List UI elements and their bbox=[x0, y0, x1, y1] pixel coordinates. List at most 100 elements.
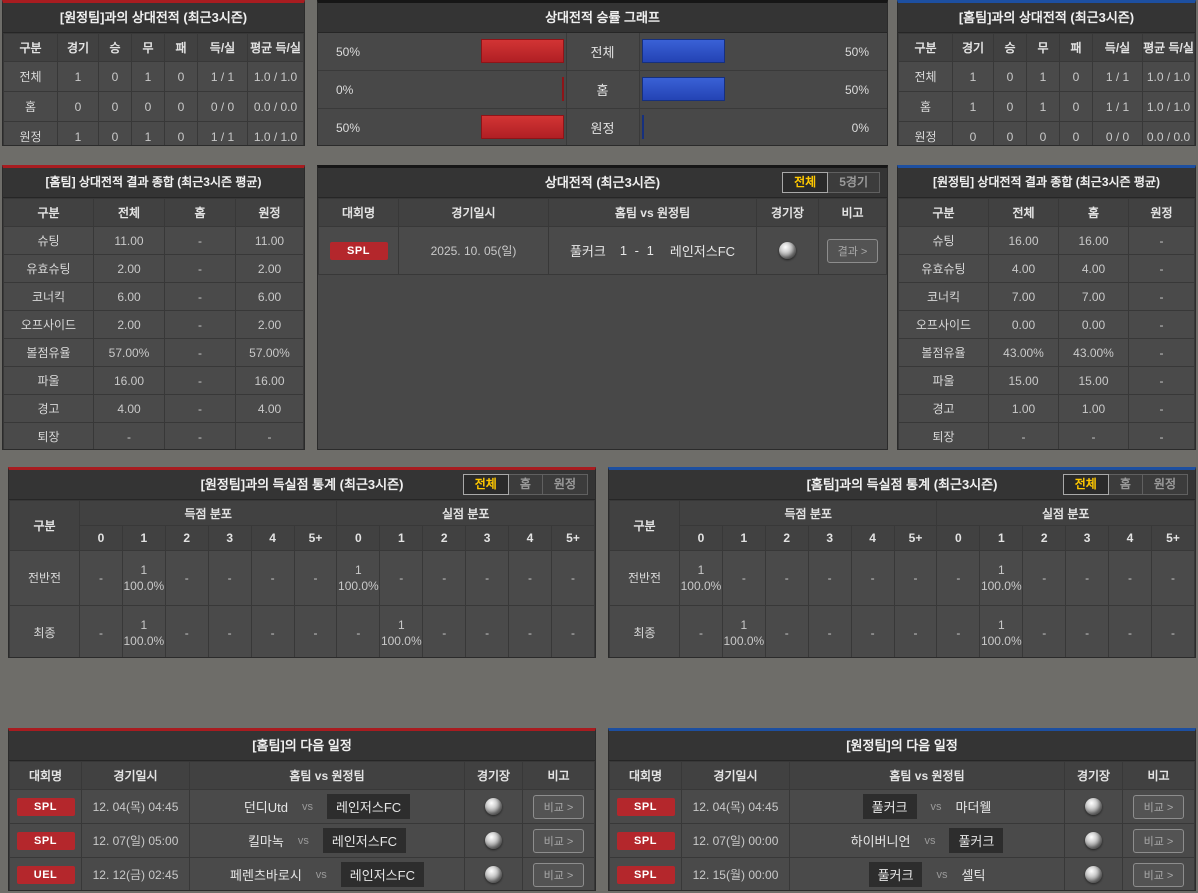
home-team: 풀커크 bbox=[862, 794, 917, 819]
home-team: 페렌츠바로시 bbox=[230, 868, 302, 883]
tab-all[interactable]: 전체 bbox=[462, 474, 509, 495]
bin-header: 4 bbox=[508, 525, 552, 551]
cell: 0 bbox=[993, 91, 1027, 122]
header-cell: 평균 득/실 bbox=[247, 33, 304, 62]
panel-title-text: 상대전적 (최근3시즌) bbox=[544, 175, 661, 190]
compare-button[interactable]: 비교 > bbox=[1132, 828, 1185, 853]
schedule-away-table: 대회명 경기일시 홈팀 vs 원정팀 경기장 비고 SPL 12. 04(목) … bbox=[609, 761, 1195, 890]
compare-button[interactable]: 비교 > bbox=[532, 794, 585, 819]
header-cell: 경기장 bbox=[464, 761, 523, 790]
compare-button[interactable]: 비교 > bbox=[532, 862, 585, 887]
cell: - bbox=[164, 310, 236, 339]
cell: - bbox=[1065, 605, 1110, 657]
cell: - bbox=[164, 394, 236, 423]
schedule-row: SPL 12. 15(월) 00:00 풀커크 vs 셀틱 비교 > bbox=[609, 857, 1195, 890]
header-row: 구분 경기 승 무 패 득/실 평균 득/실 bbox=[898, 33, 1195, 62]
cell: 1.0 / 1.0 bbox=[1142, 91, 1195, 122]
cell: - bbox=[850, 550, 895, 606]
cell: 2.00 bbox=[235, 254, 304, 283]
cell: 57.00% bbox=[93, 338, 165, 367]
stadium-icon[interactable] bbox=[485, 866, 502, 883]
stadium-icon[interactable] bbox=[1085, 832, 1102, 849]
row-label: 볼점유율 bbox=[898, 338, 989, 367]
bin-header: 2 bbox=[1022, 525, 1067, 551]
tab-home[interactable]: 홈 bbox=[1107, 474, 1143, 495]
row-label: 전반전 bbox=[9, 550, 80, 606]
header-cell: 경기 bbox=[57, 33, 99, 62]
cell: 0 bbox=[57, 91, 99, 122]
table-row: 최종 -1 100.0% - - - - -1 100.0% - - - - bbox=[9, 605, 595, 657]
h2h-matches-table: 대회명 경기일시 홈팀 vs 원정팀 경기장 비고 SPL 2025. 10. … bbox=[318, 198, 887, 275]
row-label: 유효슈팅 bbox=[3, 254, 94, 283]
h2h-vs-home-table: 구분 경기 승 무 패 득/실 평균 득/실 전체 1 0 1 0 1 / 1 … bbox=[898, 33, 1195, 145]
compare-button[interactable]: 비교 > bbox=[532, 828, 585, 853]
compare-button[interactable]: 비교 > bbox=[1132, 862, 1185, 887]
vs-label: vs bbox=[315, 868, 327, 881]
cell: 0 bbox=[993, 61, 1027, 92]
cell: 43.00% bbox=[1058, 338, 1129, 367]
panel-title: [원정팀]의 다음 일정 bbox=[609, 731, 1195, 761]
cell: 1.0 / 1.0 bbox=[247, 61, 304, 92]
match-datetime: 12. 04(목) 04:45 bbox=[81, 789, 190, 824]
cell: - bbox=[550, 605, 595, 657]
match-datetime: 2025. 10. 05(일) bbox=[398, 226, 549, 275]
tab-away[interactable]: 원정 bbox=[1141, 474, 1188, 495]
table-row: 경고 1.00 1.00- bbox=[898, 394, 1195, 423]
cell: - bbox=[1150, 605, 1195, 657]
cell: - bbox=[1058, 422, 1129, 449]
graph-row-label: 홈 bbox=[565, 71, 640, 108]
compare-button[interactable]: 비교 > bbox=[1132, 794, 1185, 819]
cell: - bbox=[207, 605, 252, 657]
header-cell: 득/실 bbox=[1092, 33, 1143, 62]
panel-title: [원정팀]과의 득실점 통계 (최근3시즌) 전체 홈 원정 bbox=[9, 470, 595, 500]
cell: - bbox=[936, 550, 981, 606]
table-row: 원정 0 0 0 0 0 / 0 0.0 / 0.0 bbox=[898, 121, 1195, 145]
schedule-row: UEL 12. 12(금) 02:45 페렌츠바로시 vs 레인저스FC 비교 … bbox=[9, 857, 595, 890]
table-row: 전반전 -1 100.0% - - - - 1 100.0% - - - - - bbox=[9, 550, 595, 606]
result-button[interactable]: 결과 > bbox=[826, 238, 879, 263]
cell: - bbox=[164, 338, 236, 367]
bin-header: 0 bbox=[79, 525, 123, 551]
header-cell: 패 bbox=[1059, 33, 1093, 62]
cell: 4.00 bbox=[93, 394, 165, 423]
stadium-icon[interactable] bbox=[485, 832, 502, 849]
cell: - bbox=[1128, 282, 1195, 311]
tab-all[interactable]: 전체 bbox=[1062, 474, 1109, 495]
tab-all[interactable]: 전체 bbox=[782, 172, 829, 193]
cell: 1 / 1 bbox=[197, 121, 248, 145]
tab-home[interactable]: 홈 bbox=[507, 474, 543, 495]
cell: 11.00 bbox=[93, 226, 165, 255]
stadium-icon[interactable] bbox=[779, 242, 796, 259]
bin-header: 1 bbox=[721, 525, 766, 551]
league-badge: SPL bbox=[16, 831, 75, 850]
panel-title: 상대전적 (최근3시즌) 전체 5경기 bbox=[318, 168, 887, 198]
header-cell: 홈팀 vs 원정팀 bbox=[789, 761, 1065, 790]
row-label: 홈 bbox=[898, 91, 953, 122]
cell: - bbox=[1022, 605, 1067, 657]
table-row: 볼점유율 43.00% 43.00% - bbox=[898, 338, 1195, 367]
stadium-icon[interactable] bbox=[1085, 866, 1102, 883]
table-row: 퇴장 - - - bbox=[3, 422, 304, 449]
header-cell: 홈팀 vs 원정팀 bbox=[548, 198, 757, 227]
bin-header: 0 bbox=[936, 525, 981, 551]
schedule-home-table: 대회명 경기일시 홈팀 vs 원정팀 경기장 비고 SPL 12. 04(목) … bbox=[9, 761, 595, 890]
cell: - bbox=[1128, 422, 1195, 449]
cell: - bbox=[93, 422, 165, 449]
panel-h2h-matches: 상대전적 (최근3시즌) 전체 5경기 대회명 경기일시 홈팀 vs 원정팀 경… bbox=[317, 165, 888, 450]
tab-away[interactable]: 원정 bbox=[541, 474, 588, 495]
header-cell: 평균 득/실 bbox=[1142, 33, 1195, 62]
h2h-vs-away-table: 구분 경기 승 무 패 득/실 평균 득/실 전체 1 0 1 0 1 / 1 … bbox=[3, 33, 304, 145]
header-cell: 전체 bbox=[93, 198, 165, 227]
panel-home-summary: [홈팀] 상대전적 결과 종합 (최근3시즌 평균) 구분 전체 홈 원정 슈팅… bbox=[2, 165, 305, 450]
cell: 0 bbox=[993, 121, 1027, 145]
cell: 1 100.0% bbox=[121, 550, 166, 606]
cell: 1 / 1 bbox=[1092, 91, 1143, 122]
cell: 16.00 bbox=[235, 366, 304, 395]
cell: - bbox=[893, 550, 938, 606]
stadium-icon[interactable] bbox=[485, 798, 502, 815]
schedule-row: SPL 12. 04(목) 04:45 던디Utd vs 레인저스FC 비교 > bbox=[9, 789, 595, 824]
bin-header: 1 bbox=[121, 525, 166, 551]
blue-bar bbox=[641, 77, 725, 101]
tab-last5[interactable]: 5경기 bbox=[827, 172, 880, 193]
stadium-icon[interactable] bbox=[1085, 798, 1102, 815]
